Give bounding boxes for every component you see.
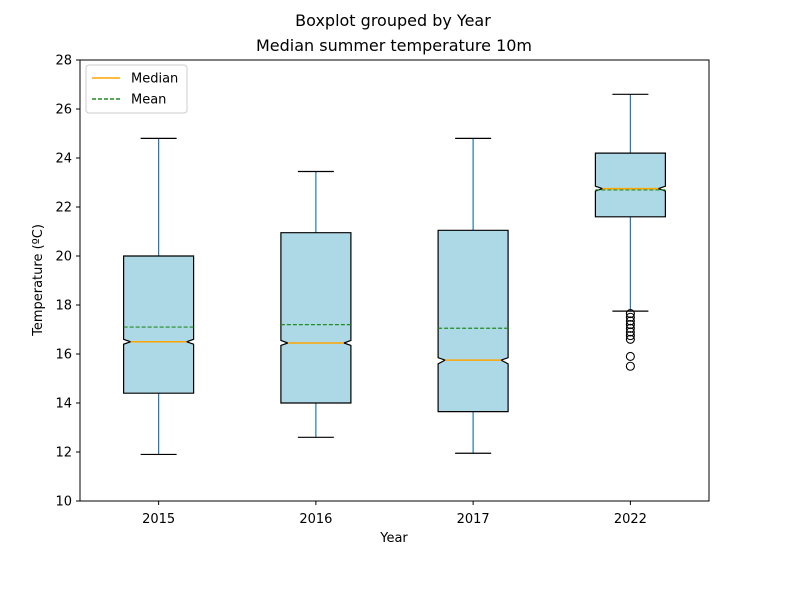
outlier-point [625, 331, 635, 341]
y-tick-label: 18 [55, 299, 72, 314]
y-tick-label: 10 [55, 495, 72, 510]
y-tick-label: 16 [55, 348, 72, 363]
y-axis-label: Temperature (ºC) [31, 224, 46, 337]
y-tick-label: 26 [55, 103, 72, 118]
y-tick-label: 14 [55, 397, 72, 412]
chart-title: Median summer temperature 10m [256, 36, 532, 55]
legend-label-median: Median [131, 72, 178, 87]
box-body [280, 232, 352, 404]
x-tick-label: 2022 [614, 512, 647, 527]
box-group-2015 [122, 137, 195, 456]
figure-suptitle: Boxplot grouped by Year [295, 11, 491, 30]
outlier-point [625, 351, 635, 362]
x-tick-label: 2015 [142, 512, 175, 527]
box-body [594, 152, 667, 218]
legend-box [85, 64, 188, 114]
box-body [122, 255, 195, 394]
y-tick-label: 28 [55, 54, 72, 69]
outlier-point [625, 323, 635, 333]
y-tick-label: 22 [55, 201, 72, 216]
box-body [437, 229, 509, 413]
y-tick-label: 20 [55, 250, 72, 265]
outlier-point [625, 316, 635, 326]
legend-label-mean: Mean [131, 93, 166, 108]
outlier-point [625, 361, 635, 371]
box-group-2016 [280, 170, 352, 438]
legend: Median Mean [85, 64, 188, 114]
y-tick-label: 12 [55, 446, 72, 461]
y-tick-label: 24 [55, 152, 72, 167]
outlier-point [625, 312, 635, 322]
outlier-point [625, 334, 635, 344]
x-tick-label: 2017 [457, 512, 490, 527]
box-group-2017 [437, 137, 509, 454]
outlier-point [625, 320, 635, 330]
box-group-2022 [594, 93, 667, 371]
outlier-point [625, 309, 635, 319]
x-axis-label: Year [379, 531, 408, 546]
outlier-point [625, 327, 635, 337]
x-tick-label: 2016 [299, 512, 332, 527]
